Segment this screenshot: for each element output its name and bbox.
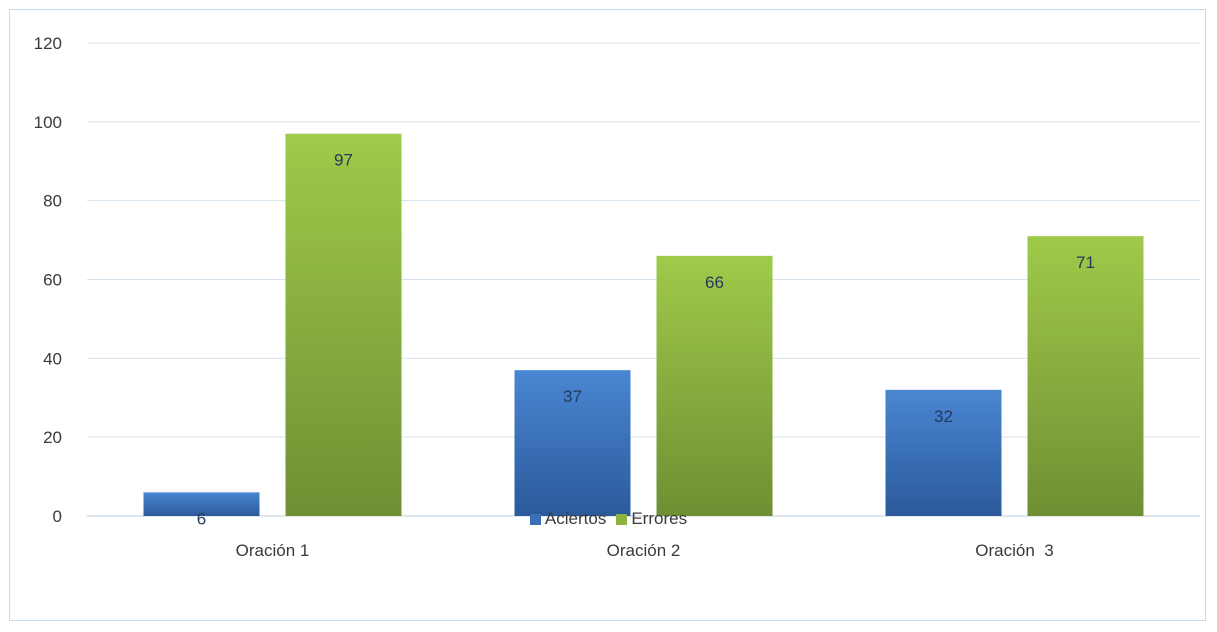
y-tick-label: 20 xyxy=(43,428,62,447)
bar-errores-3 xyxy=(1027,236,1144,516)
chart-frame xyxy=(9,9,1206,621)
legend-item-errores: Errores xyxy=(616,509,687,529)
x-tick-label: Oración 1 xyxy=(236,541,310,560)
bar-aciertos-2 xyxy=(514,370,631,516)
bar-aciertos-1 xyxy=(143,492,260,516)
y-tick-label: 0 xyxy=(53,507,62,526)
legend: Aciertos Errores xyxy=(0,509,1217,529)
legend-label-aciertos: Aciertos xyxy=(544,509,607,528)
bar-aciertos-3 xyxy=(885,389,1002,516)
bar-errores-2 xyxy=(656,255,773,516)
legend-swatch-errores xyxy=(616,513,628,525)
legend-swatch-aciertos xyxy=(529,513,541,525)
data-label: 71 xyxy=(1076,253,1095,272)
y-tick-label: 100 xyxy=(34,113,62,132)
data-label: 32 xyxy=(934,407,953,426)
y-tick-label: 80 xyxy=(43,192,62,211)
data-label: 37 xyxy=(563,387,582,406)
y-tick-label: 40 xyxy=(43,349,62,368)
legend-item-aciertos: Aciertos xyxy=(529,509,607,529)
legend-label-errores: Errores xyxy=(631,509,688,528)
bar-errores-1 xyxy=(285,133,402,517)
y-tick-label: 60 xyxy=(43,271,62,290)
x-tick-label: Oración 2 xyxy=(607,541,681,560)
data-label: 6 xyxy=(197,509,206,528)
x-tick-label: Oración 3 xyxy=(975,541,1053,560)
data-label: 97 xyxy=(334,151,353,170)
y-tick-label: 120 xyxy=(34,34,62,53)
data-label: 66 xyxy=(705,273,724,292)
